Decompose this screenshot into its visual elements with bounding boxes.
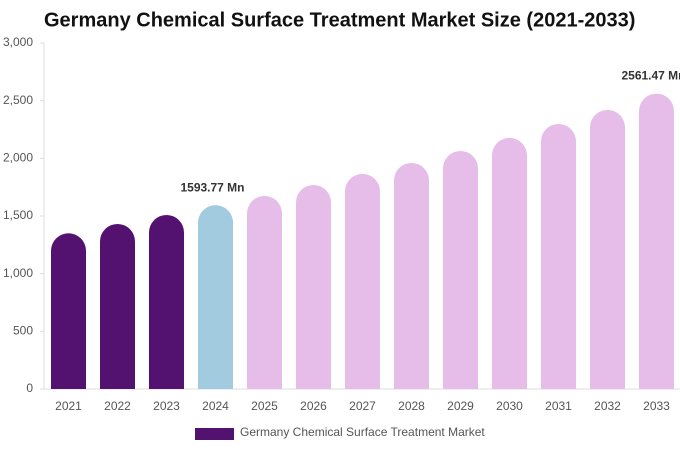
bar <box>541 123 576 390</box>
bar <box>345 173 380 389</box>
bar <box>247 195 282 389</box>
bar <box>149 214 184 389</box>
x-tick-label: 2024 <box>202 399 229 413</box>
y-tick-label: 0 <box>26 381 33 395</box>
bar <box>394 162 429 389</box>
x-tick-label: 2025 <box>251 399 278 413</box>
y-tick-label: 1,000 <box>3 266 33 280</box>
data-label: 1593.77 Mn <box>180 180 244 194</box>
data-label: 2561.47 Mn <box>621 69 680 83</box>
x-tick-label: 2021 <box>55 399 82 413</box>
x-tick-label: 2031 <box>545 399 572 413</box>
x-tick-label: 2033 <box>643 399 670 413</box>
x-tick-label: 2026 <box>300 399 327 413</box>
y-tick-label: 500 <box>13 324 33 338</box>
bar <box>590 109 625 389</box>
bar <box>639 93 674 390</box>
bar <box>100 223 135 389</box>
y-tick-label: 1,500 <box>3 208 33 222</box>
x-tick-label: 2022 <box>104 399 131 413</box>
bar <box>492 137 527 389</box>
bar <box>296 184 331 389</box>
x-tick-label: 2023 <box>153 399 180 413</box>
bar <box>198 205 233 389</box>
x-tick-label: 2030 <box>496 399 523 413</box>
x-tick-label: 2032 <box>594 399 621 413</box>
x-tick-label: 2027 <box>349 399 376 413</box>
x-tick-label: 2028 <box>398 399 425 413</box>
bar <box>443 150 478 389</box>
x-tick-label: 2029 <box>447 399 474 413</box>
y-tick-label: 3,000 <box>3 35 33 49</box>
bar <box>51 233 86 389</box>
y-tick-label: 2,000 <box>3 151 33 165</box>
legend-swatch <box>195 428 234 440</box>
y-tick-label: 2,500 <box>3 93 33 107</box>
legend-label: Germany Chemical Surface Treatment Marke… <box>240 425 485 439</box>
chart-title: Germany Chemical Surface Treatment Marke… <box>44 9 635 31</box>
